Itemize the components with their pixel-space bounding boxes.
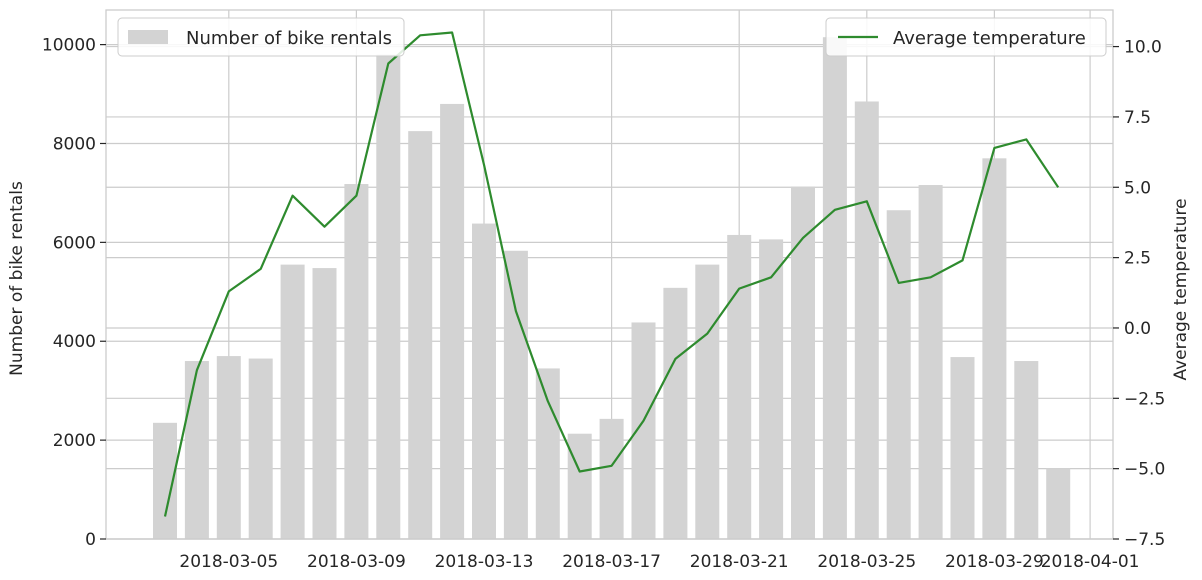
bar-2018-03-04 [184,361,209,539]
bar-2018-03-15 [535,368,560,539]
bar-2018-03-22 [759,239,784,539]
y-left-axis-label: Number of bike rentals [7,181,27,376]
y-left-tick-label: 2000 [53,431,96,451]
x-tick-label: 2018-03-25 [817,552,916,572]
bar-2018-03-24 [822,37,847,539]
legend-line-label: Average temperature [893,28,1086,49]
plot-frame [105,9,1114,540]
x-tick-label: 2018-03-05 [179,552,278,572]
bar-2018-03-14 [503,250,528,539]
legend-bar-label: Number of bike rentals [186,28,392,49]
y-right-tick-label: 7.5 [1124,108,1151,128]
y-right-tick-label: 2.5 [1124,249,1151,269]
y-right-tick-label: −2.5 [1124,389,1165,409]
y-left-tick-label: 6000 [53,233,96,253]
legend-left-box [117,17,405,57]
bar-2018-03-20 [695,264,720,539]
y-right-tick-label: −5.0 [1124,460,1165,480]
bar-2018-03-09 [344,184,369,539]
y-right-tick-label: 0.0 [1124,319,1151,339]
bar-2018-03-25 [854,101,879,539]
bar-2018-03-06 [248,358,273,539]
bar-2018-03-30 [1014,361,1039,539]
bar-2018-03-08 [312,268,337,539]
x-tick-label: 2018-03-29 [945,552,1044,572]
y-right-tick-label: 5.0 [1124,178,1151,198]
bar-2018-03-18 [631,322,656,539]
x-tick-label: 2018-04-01 [1041,552,1140,572]
y-left-tick-label: 8000 [53,134,96,154]
bar-2018-03-28 [950,357,975,539]
legend-bar-swatch [128,30,168,44]
y-left-tick-label: 10000 [42,36,96,56]
x-tick-label: 2018-03-13 [435,552,534,572]
bar-2018-03-29 [982,158,1007,540]
bar-2018-03-16 [567,433,592,539]
y-left-tick-label: 4000 [53,332,96,352]
bar-2018-03-23 [791,186,815,539]
bar-2018-03-11 [408,131,433,540]
x-tick-label: 2018-03-17 [562,552,661,572]
bar-2018-03-17 [599,418,624,539]
y-right-tick-label: −7.5 [1124,530,1165,550]
bar-2018-03-31 [1046,468,1071,539]
x-tick-label: 2018-03-09 [307,552,406,572]
y-left-tick-label: 0 [85,530,96,550]
bar-2018-03-05 [216,356,241,539]
y-right-tick-label: 10.0 [1124,38,1162,58]
bar-2018-03-07 [280,264,305,539]
temperature-line [163,31,1060,517]
bar-2018-03-12 [440,103,465,540]
y-right-axis-label: Average temperature [1171,198,1191,380]
legend-right-box [825,17,1107,57]
bar-2018-03-21 [727,234,752,539]
bar-2018-03-13 [472,223,496,539]
bar-2018-03-19 [663,287,688,539]
x-tick-label: 2018-03-21 [690,552,789,572]
bar-2018-03-10 [376,54,401,539]
bar-2018-03-27 [918,185,943,539]
